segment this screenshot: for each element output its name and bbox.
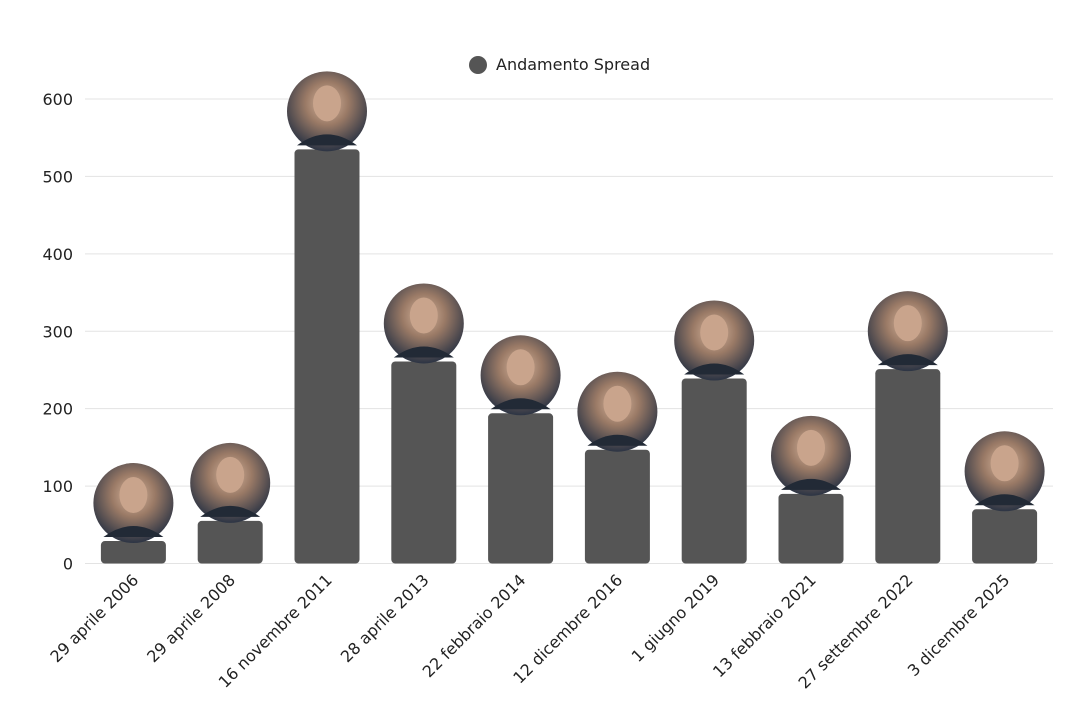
- bar: [391, 361, 457, 564]
- y-tick-label: 500: [42, 167, 73, 186]
- bar: [778, 493, 844, 564]
- portrait-face: [603, 385, 632, 422]
- y-tick-label: 0: [63, 555, 73, 574]
- portrait-face: [409, 297, 438, 334]
- bar: [294, 149, 360, 564]
- portrait-suit: [587, 434, 648, 446]
- y-tick-label: 100: [42, 477, 73, 496]
- y-axis: 0 100 200 300 400 500 600: [42, 90, 73, 574]
- y-tick-label: 200: [42, 400, 73, 419]
- x-tick-label: 29 aprile 2008: [143, 570, 239, 666]
- portrait-face: [990, 445, 1019, 482]
- portrait-suit: [490, 398, 551, 410]
- legend-marker: [469, 56, 487, 74]
- y-tick-label: 300: [42, 322, 73, 341]
- bars: [93, 71, 1045, 564]
- portrait-suit: [974, 494, 1035, 506]
- bar: [100, 541, 166, 564]
- portrait-suit: [393, 346, 454, 358]
- portrait-photo: [93, 463, 174, 544]
- x-tick-label: 1 giugno 2019: [628, 570, 723, 665]
- x-tick-label: 12 dicembre 2016: [509, 570, 626, 687]
- portrait-photo: [964, 431, 1045, 512]
- bar: [584, 449, 650, 564]
- x-tick-label: 28 aprile 2013: [337, 570, 433, 666]
- x-tick-label: 3 dicembre 2025: [904, 570, 1014, 680]
- portrait-face: [797, 429, 825, 466]
- portrait-suit: [877, 354, 938, 366]
- x-tick-label: 13 febbraio 2021: [709, 570, 820, 681]
- bar: [681, 378, 747, 564]
- portrait-suit: [103, 526, 164, 538]
- y-tick-label: 600: [42, 90, 73, 109]
- portrait-photo: [480, 335, 561, 416]
- portrait-suit: [200, 505, 261, 517]
- portrait-face: [216, 456, 245, 493]
- portrait-photo: [287, 71, 367, 152]
- portrait-photo: [771, 415, 851, 496]
- legend: Andamento Spread: [469, 55, 650, 74]
- portrait-photo: [383, 283, 464, 364]
- portrait-face: [313, 85, 341, 122]
- portrait-photo: [674, 300, 755, 381]
- portrait-photo: [577, 371, 658, 452]
- y-tick-label: 400: [42, 245, 73, 264]
- legend-label: Andamento Spread: [496, 55, 650, 74]
- portrait-face: [506, 349, 535, 386]
- bar: [197, 520, 263, 564]
- bar: [488, 413, 554, 564]
- portrait-photo: [190, 442, 271, 523]
- portrait-photo: [867, 291, 948, 372]
- portrait-face: [119, 477, 148, 514]
- x-tick-label: 22 febbraio 2014: [419, 570, 530, 681]
- x-tick-label: 29 aprile 2006: [46, 570, 142, 666]
- portrait-suit: [684, 363, 745, 375]
- bar: [972, 509, 1038, 564]
- portrait-face: [893, 305, 922, 342]
- portrait-face: [700, 314, 729, 351]
- portrait-suit: [297, 134, 357, 146]
- bar: [875, 369, 941, 564]
- portrait-suit: [781, 478, 841, 490]
